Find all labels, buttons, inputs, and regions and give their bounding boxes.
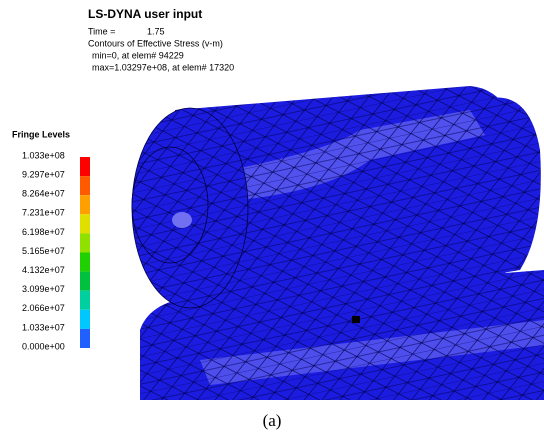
hotspot: [172, 212, 192, 228]
swatch: [80, 253, 90, 272]
boss: [132, 147, 208, 263]
level-label: 9.297e+07: [22, 169, 65, 179]
title: LS-DYNA user input: [88, 7, 202, 21]
level-label: 3.099e+07: [22, 284, 65, 294]
level-label: 8.264e+07: [22, 189, 65, 199]
level-label: 1.033e+08: [22, 150, 65, 160]
level-label: 2.066e+07: [22, 303, 65, 313]
level-label: 7.231e+07: [22, 208, 65, 218]
swatch: [80, 310, 90, 329]
swatch: [80, 329, 90, 348]
swatch: [80, 176, 90, 195]
time-value: 1.75: [147, 26, 165, 36]
level-label: 5.165e+07: [22, 246, 65, 256]
swatch: [80, 157, 90, 176]
caption: (a): [263, 411, 282, 430]
level-label: 4.132e+07: [22, 265, 65, 275]
max: max=1.03297e+08, at elem# 17320: [92, 62, 234, 72]
level-label: 0.000e+00: [22, 341, 65, 351]
legend: 1.033e+08 9.297e+07 8.264e+07 7.231e+07 6.19…: [22, 150, 90, 351]
contours: Contours of Effective Stress (v-m): [88, 38, 223, 48]
swatch: [80, 291, 90, 310]
model: [132, 86, 544, 400]
min: min=0, at elem# 94229: [92, 50, 184, 60]
swatch: [80, 272, 90, 291]
element: [352, 316, 360, 323]
swatch: [80, 195, 90, 214]
level-label: 6.198e+07: [22, 227, 65, 237]
level-label: 1.033e+07: [22, 322, 65, 332]
figure: LS-DYNA user input Time = 1.75 Contours …: [0, 0, 544, 441]
time-label: Time =: [88, 26, 115, 36]
swatch: [80, 214, 90, 233]
swatch: [80, 233, 90, 252]
legend-title: Fringe Levels: [12, 129, 70, 139]
